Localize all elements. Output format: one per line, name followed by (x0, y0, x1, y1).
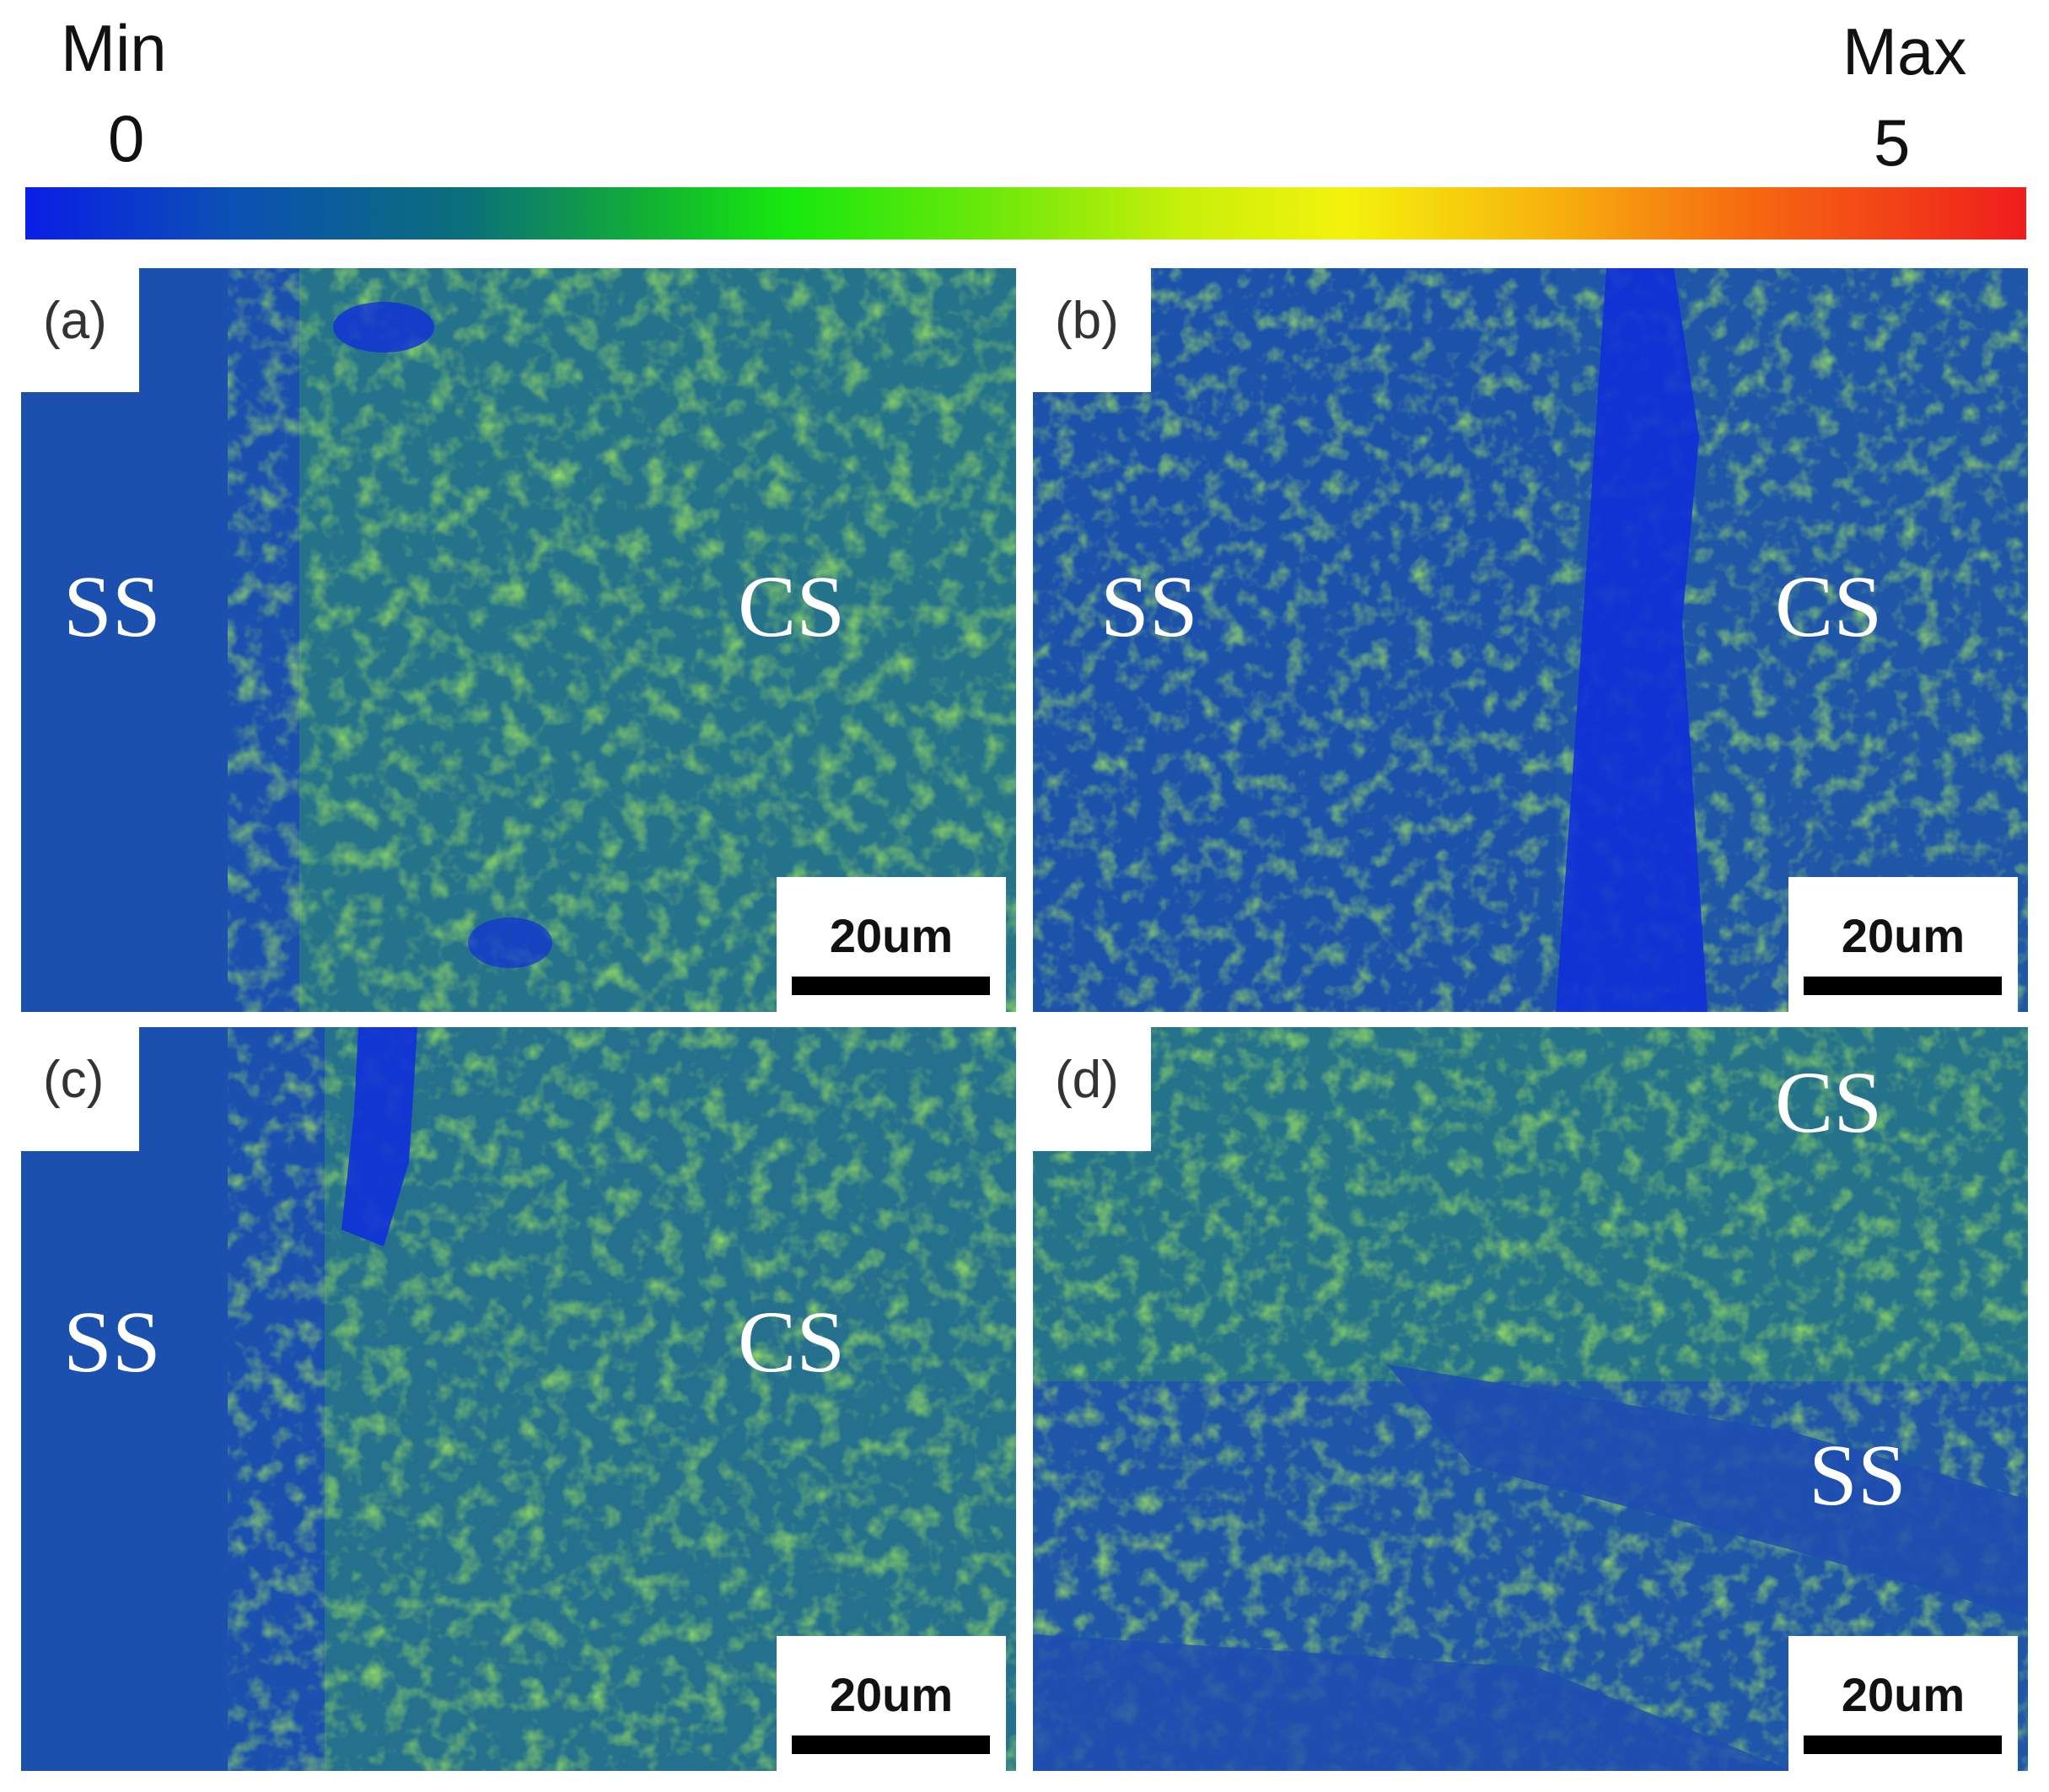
panel-tag-box: (d) (1033, 1027, 1151, 1151)
region-label-cs: CS (738, 1294, 846, 1391)
region-label-cs: CS (1775, 1054, 1883, 1151)
colorbar-gradient (25, 187, 2026, 239)
panel-tag: (a) (43, 292, 107, 350)
scale-bar-line (1804, 1735, 2002, 1754)
scale-bar-label: 20um (829, 1668, 954, 1721)
panel-tag: (b) (1055, 292, 1119, 350)
scale-bar: 20um (777, 1636, 1006, 1771)
panel-b: (b) SS CS 20um (1033, 268, 2028, 1012)
scale-bar-label: 20um (1841, 909, 1966, 962)
scale-bar-line (792, 1735, 990, 1754)
scale-bar: 20um (1788, 877, 2018, 1012)
kam-map-a (21, 268, 1016, 1012)
panel-c: (c) SS CS 20um (21, 1027, 1016, 1771)
scale-bar-line (1804, 977, 2002, 995)
panel-tag: (d) (1055, 1051, 1119, 1109)
panel-tag-box: (c) (21, 1027, 139, 1151)
scale-bar: 20um (777, 877, 1006, 1012)
scale-bar-label: 20um (829, 909, 954, 962)
region-label-ss: SS (1809, 1427, 1906, 1524)
region-label-ss: SS (63, 1294, 161, 1391)
panel-d: (d) CS SS 20um (1033, 1027, 2028, 1771)
panel-tag-box: (a) (21, 268, 139, 392)
colorbar-max-value: 5 (1874, 105, 1911, 180)
region-label-ss: SS (1100, 558, 1198, 655)
panel-a: (a) SS CS 20um (21, 268, 1016, 1012)
colorbar-min-label: Min (61, 11, 167, 85)
panel-tag-box: (b) (1033, 268, 1151, 392)
region-label-ss: SS (63, 558, 161, 655)
kam-map-d (1033, 1027, 2028, 1771)
scale-bar-label: 20um (1841, 1668, 1966, 1721)
region-label-cs: CS (1775, 558, 1883, 655)
colorbar-max-label: Max (1842, 14, 1967, 89)
scale-bar: 20um (1788, 1636, 2018, 1771)
kam-map-c (21, 1027, 1016, 1771)
region-label-cs: CS (738, 558, 846, 655)
panel-tag: (c) (43, 1051, 105, 1109)
scale-bar-line (792, 977, 990, 995)
colorbar-min-value: 0 (108, 101, 145, 175)
